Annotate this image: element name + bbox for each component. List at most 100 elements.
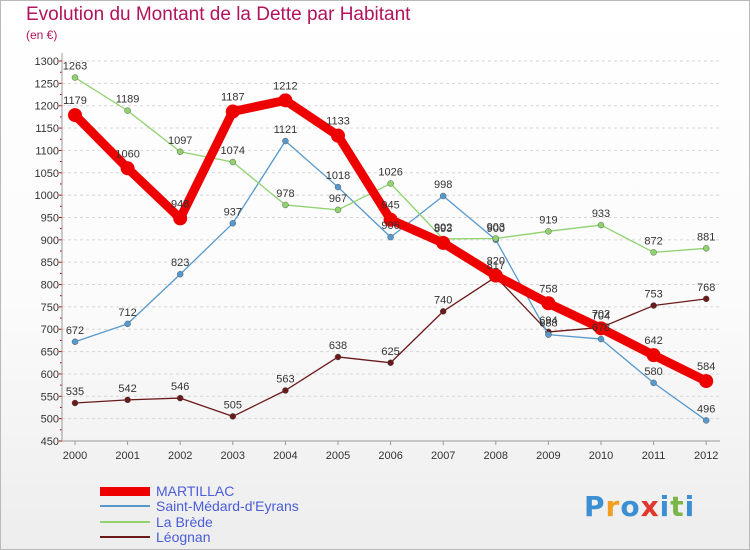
y-tick-label: 750 xyxy=(41,302,59,314)
data-point xyxy=(488,268,503,283)
data-label: 704 xyxy=(592,310,610,322)
data-label: 638 xyxy=(329,340,347,352)
data-label: 702 xyxy=(592,308,610,320)
data-label: 563 xyxy=(276,373,294,385)
data-label: 546 xyxy=(171,381,189,393)
data-label: 584 xyxy=(697,361,715,373)
y-tick-label: 1250 xyxy=(35,78,59,90)
data-label: 535 xyxy=(66,386,84,398)
data-label: 1060 xyxy=(115,148,139,160)
x-tick-label: 2012 xyxy=(694,450,718,462)
data-point xyxy=(545,228,552,235)
data-label: 740 xyxy=(434,294,452,306)
data-label: 542 xyxy=(118,383,136,395)
legend-item: La Brède xyxy=(100,514,213,530)
data-point xyxy=(331,128,345,143)
logo-letter: x xyxy=(640,490,660,523)
data-label: 1018 xyxy=(326,170,350,182)
y-tick-label: 700 xyxy=(41,324,59,336)
unit-label: (en €) xyxy=(26,28,58,42)
y-tick-label: 1000 xyxy=(35,190,59,202)
data-point xyxy=(176,271,184,278)
y-tick-label: 1200 xyxy=(35,101,59,113)
data-point xyxy=(703,245,710,252)
y-tick-label: 600 xyxy=(41,369,59,381)
logo-letter: r xyxy=(605,490,621,523)
data-point xyxy=(646,348,661,363)
data-label: 672 xyxy=(66,325,84,337)
data-label: 625 xyxy=(381,346,399,358)
data-point xyxy=(383,212,398,227)
data-point xyxy=(176,148,184,155)
data-point xyxy=(229,158,237,166)
data-point xyxy=(545,331,552,338)
data-label: 753 xyxy=(644,289,662,301)
data-point xyxy=(124,320,131,328)
y-tick-label: 500 xyxy=(41,414,59,426)
data-point xyxy=(492,235,499,242)
data-point xyxy=(229,413,237,420)
y-tick-label: 1050 xyxy=(35,168,59,180)
data-label: 694 xyxy=(539,315,557,327)
data-label: 505 xyxy=(224,399,242,411)
legend-item: Léognan xyxy=(100,529,211,545)
data-label: 768 xyxy=(697,282,715,294)
data-label: 642 xyxy=(644,335,662,347)
data-point xyxy=(440,192,447,200)
data-point xyxy=(282,137,289,145)
data-point xyxy=(176,394,184,402)
legend-label: Léognan xyxy=(156,529,211,545)
legend-swatch xyxy=(100,521,150,523)
data-label: 1026 xyxy=(378,166,402,178)
legend-label: MARTILLAC xyxy=(156,483,235,499)
y-tick-label: 1150 xyxy=(35,123,59,135)
data-point xyxy=(699,374,714,389)
data-point xyxy=(278,93,293,108)
data-point xyxy=(68,108,82,123)
data-point xyxy=(334,353,342,361)
data-point xyxy=(173,211,188,226)
y-tick-label: 1300 xyxy=(35,56,59,68)
data-label: 881 xyxy=(697,231,715,243)
data-point xyxy=(229,220,237,227)
legend-label: La Brède xyxy=(156,514,213,530)
y-tick-label: 900 xyxy=(41,235,59,247)
data-label: 1187 xyxy=(221,92,245,104)
y-tick-label: 950 xyxy=(41,212,59,224)
data-label: 580 xyxy=(644,366,662,378)
axes: 450 500 550 600 650 700 750 800 850 900 950 1000 105… xyxy=(35,53,720,462)
data-labels: 535 542 546 505 563 638 625 740 817 694 704 753 768 6… xyxy=(63,61,716,416)
data-point xyxy=(387,233,394,241)
data-point xyxy=(436,235,451,250)
data-label: 893 xyxy=(434,223,452,235)
x-tick-label: 2006 xyxy=(378,450,402,462)
data-label: 496 xyxy=(697,403,715,415)
y-tick-label: 800 xyxy=(41,280,59,292)
data-point xyxy=(334,183,342,191)
data-label: 823 xyxy=(171,257,189,269)
data-point xyxy=(124,107,131,114)
grid-lines xyxy=(62,60,720,442)
x-tick-label: 2007 xyxy=(431,450,455,462)
logo-letter: t xyxy=(670,490,685,523)
legend-swatch xyxy=(100,486,150,496)
legend-swatch xyxy=(100,505,150,507)
data-point xyxy=(120,161,135,176)
data-point xyxy=(71,399,79,407)
data-point xyxy=(703,417,710,424)
x-tick-label: 2005 xyxy=(326,450,350,462)
data-label: 937 xyxy=(224,206,242,218)
legend-item: MARTILLAC xyxy=(100,483,235,499)
data-point xyxy=(597,221,605,229)
series-lines xyxy=(68,74,714,424)
data-label: 688 xyxy=(539,318,557,330)
y-tick-label: 850 xyxy=(41,257,59,269)
data-point xyxy=(282,201,289,209)
data-label: 978 xyxy=(276,188,294,200)
x-tick-label: 2010 xyxy=(589,450,613,462)
data-label: 1263 xyxy=(63,61,87,73)
data-point xyxy=(387,180,394,187)
data-point xyxy=(597,335,605,343)
x-tick-label: 2009 xyxy=(536,450,560,462)
